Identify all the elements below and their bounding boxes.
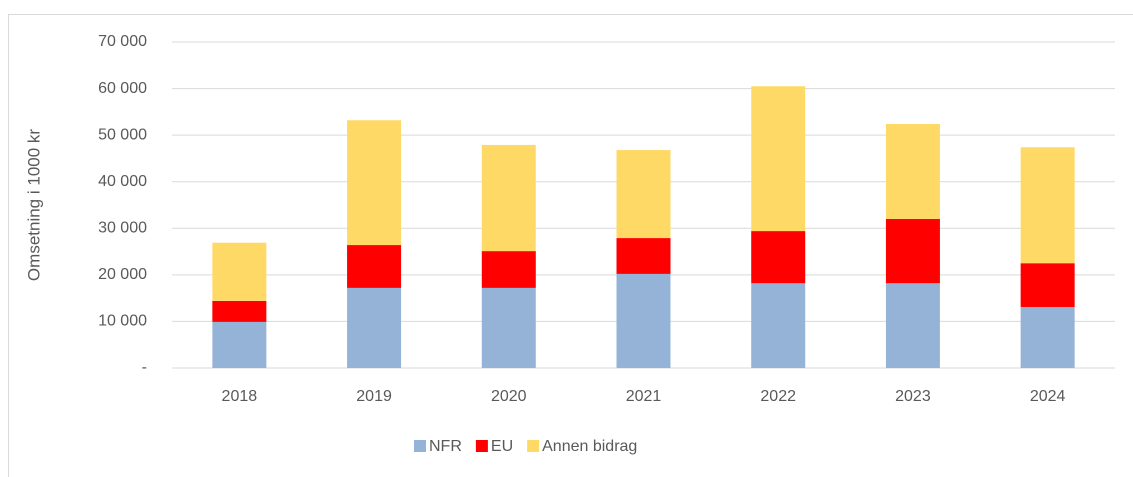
bar-segment [212,300,267,322]
chart-frame [8,14,1133,477]
y-tick-label: 20 000 [98,266,147,283]
y-tick-label: - [142,359,147,376]
bar-segment [751,86,806,232]
x-tick-label: 2022 [760,388,796,405]
bar-segment [1020,147,1075,264]
y-tick-label: 10 000 [98,313,147,330]
x-tick-label: 2019 [356,388,392,405]
bar-segment [1020,263,1075,307]
y-tick-label: 60 000 [98,80,147,97]
bar-segment [885,123,940,219]
bar-segment [885,283,940,368]
legend-swatch [475,440,488,452]
bar-segment [347,245,402,288]
bar-segment [481,251,536,288]
legend-label: Annen bidrag [542,438,637,455]
bar-segment [347,287,402,368]
bar-segment [616,273,671,368]
bar-segment [481,144,536,252]
legend-swatch [414,440,426,452]
y-tick-label: 30 000 [98,220,147,237]
bar-segment [885,218,940,284]
bar-segment [347,120,402,246]
y-tick-label: 40 000 [98,173,147,190]
bar-segment [616,150,671,239]
x-tick-label: 2021 [626,388,662,405]
y-tick-label: 70 000 [98,33,147,50]
x-tick-label: 2020 [491,388,527,405]
bar-segment [616,238,671,274]
legend-label: NFR [429,438,462,455]
x-tick-label: 2018 [222,388,258,405]
bar-segment [1020,306,1075,368]
bar-segment [481,287,536,368]
x-tick-label: 2024 [1030,388,1066,405]
x-tick-label: 2023 [895,388,931,405]
bar-segment [212,242,267,301]
legend-label: EU [491,438,513,455]
bar-segment [212,321,267,368]
y-tick-label: 50 000 [98,126,147,143]
legend-swatch [527,440,540,452]
y-axis-label: Omsetning i 1000 kr [24,129,43,281]
bar-segment [751,231,806,284]
bar-segment [751,283,806,368]
